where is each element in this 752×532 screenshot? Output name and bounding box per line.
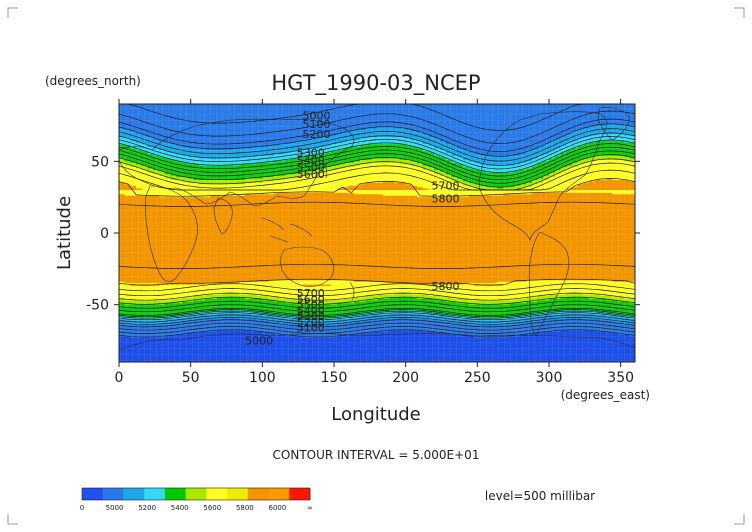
legend-swatch <box>102 488 124 500</box>
x-units-label: (degrees_east) <box>561 388 650 402</box>
legend-label: 5800 <box>236 504 254 512</box>
contour-label: 5200 <box>302 128 330 141</box>
y-tick-label: 0 <box>100 226 109 242</box>
x-axis-title: Longitude <box>331 404 421 425</box>
legend-swatch <box>123 488 145 500</box>
x-tick-label: 50 <box>182 370 200 386</box>
contour-label: 5000 <box>245 335 273 348</box>
contour-label: 5800 <box>431 280 459 293</box>
contour-label: 5100 <box>297 322 325 335</box>
contour-label: 5400 <box>297 154 325 167</box>
legend-swatch <box>144 488 166 500</box>
y-tick-label: 50 <box>91 154 109 170</box>
y-axis-ticks: 50 0 -50 <box>86 154 640 314</box>
contour-label: 5100 <box>302 118 330 131</box>
level-note: level=500 millibar <box>485 489 595 503</box>
legend-swatch <box>268 488 290 500</box>
x-tick-label: 0 <box>115 370 124 386</box>
x-tick-label: 200 <box>392 370 419 386</box>
contour-label: 5800 <box>431 193 459 206</box>
legend-label: 5600 <box>203 504 221 512</box>
legend-swatch <box>289 488 311 500</box>
legend-frame <box>81 487 311 501</box>
plot-area <box>119 104 635 362</box>
contour-label: 5200 <box>297 316 325 329</box>
contour-label: 5000 <box>302 109 330 122</box>
contour-label: 5700 <box>431 180 459 193</box>
x-tick-label: 350 <box>607 370 634 386</box>
legend-label: 5400 <box>171 504 189 512</box>
x-tick-label: 250 <box>464 370 491 386</box>
contour-label: 5300 <box>297 310 325 323</box>
legend-label: 6000 <box>269 504 287 512</box>
y-axis-title: Latitude <box>54 196 75 270</box>
contour-label: 5500 <box>297 299 325 312</box>
legend-swatch <box>82 488 104 500</box>
chart-title: HGT_1990-03_NCEP <box>271 71 480 96</box>
contour-label: 5600 <box>297 168 325 181</box>
contour-label: 5700 <box>297 287 325 300</box>
legend-swatch <box>227 488 249 500</box>
x-tick-label: 300 <box>536 370 563 386</box>
legend-swatch <box>164 488 187 500</box>
contour-labels: 5000510052005300540055005600570058005800… <box>245 109 459 347</box>
x-tick-label: 150 <box>321 370 348 386</box>
contour-interval-note: CONTOUR INTERVAL = 5.000E+01 <box>273 448 480 462</box>
legend-label: 5000 <box>106 504 124 512</box>
x-tick-label: 100 <box>249 370 276 386</box>
x-axis-ticks: 0 50 100 150 200 250 300 350 <box>115 99 634 386</box>
contour-label: 5300 <box>297 147 325 160</box>
legend-label: ∞ <box>307 504 313 512</box>
corner-marks <box>7 7 745 525</box>
contour-label: 5600 <box>297 293 325 306</box>
legend-label: 5200 <box>138 504 156 512</box>
legend-label: 0 <box>80 504 84 512</box>
legend-swatch <box>206 488 228 500</box>
contour-label: 5400 <box>297 304 325 317</box>
legend-swatch <box>185 488 207 500</box>
contour-label: 5500 <box>297 161 325 174</box>
y-units-label: (degrees_north) <box>45 74 141 88</box>
y-tick-label: -50 <box>86 298 109 314</box>
color-legend: 0 5000 5200 5400 5600 5800 6000 ∞ <box>80 487 313 512</box>
legend-swatch <box>247 488 269 500</box>
